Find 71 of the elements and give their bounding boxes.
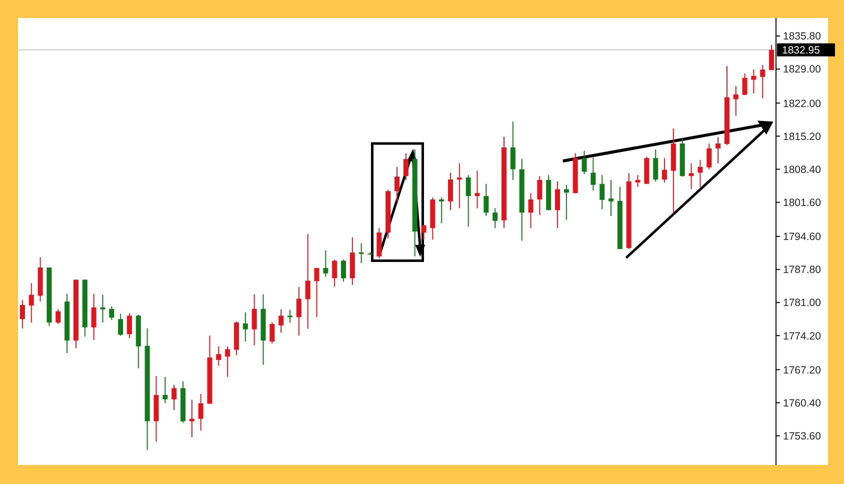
y-tick-label: 1829.00 xyxy=(783,64,822,76)
candlestick xyxy=(252,294,257,346)
candlestick xyxy=(769,44,774,71)
candlestick xyxy=(742,72,748,96)
y-tick-label: 1822.00 xyxy=(783,98,822,110)
candlestick xyxy=(600,174,605,210)
candlestick xyxy=(653,148,658,182)
candlestick xyxy=(323,250,328,278)
candlestick xyxy=(91,293,96,340)
candlestick xyxy=(198,393,204,431)
candlestick xyxy=(109,306,114,321)
ref-line-label: 1832.95 xyxy=(782,44,820,57)
candlestick xyxy=(162,376,168,404)
candlestick xyxy=(698,160,703,188)
y-tick-label: 1760.40 xyxy=(783,397,822,410)
candlestick xyxy=(305,233,310,330)
candlestick xyxy=(340,259,346,282)
candlestick xyxy=(456,162,462,209)
candlestick xyxy=(555,180,560,229)
candlestick xyxy=(394,166,400,202)
y-tick-label: 1801.60 xyxy=(783,197,822,210)
candlestick xyxy=(635,174,640,188)
candlestick xyxy=(270,322,275,344)
y-tick-label: 1815.20 xyxy=(783,130,822,143)
candlestick xyxy=(448,172,454,211)
candlestick xyxy=(118,313,124,336)
candlestick xyxy=(751,69,756,94)
y-tick-label: 1787.80 xyxy=(783,264,822,276)
candlestick xyxy=(100,294,106,323)
candlestick xyxy=(688,162,694,190)
candlestick xyxy=(314,268,320,318)
candlestick xyxy=(466,174,471,228)
candlestick xyxy=(474,170,480,209)
candlestick xyxy=(242,312,248,342)
candlestick xyxy=(582,150,587,175)
candlestick xyxy=(716,136,721,164)
candlestick xyxy=(439,196,444,224)
candlestick xyxy=(492,208,498,229)
candlestick xyxy=(662,158,668,183)
candlestick xyxy=(760,64,766,99)
y-tick-label: 1774.20 xyxy=(783,330,822,342)
candlestick xyxy=(56,308,61,324)
candlestick xyxy=(20,300,25,329)
candlestick xyxy=(126,312,132,339)
candlestick xyxy=(510,121,516,180)
candlestick xyxy=(608,179,614,216)
y-tick-label: 1767.20 xyxy=(783,364,822,376)
candlestick xyxy=(287,309,292,323)
candlestick xyxy=(332,259,338,287)
candlestick xyxy=(225,346,230,378)
candlestick xyxy=(376,228,382,259)
candlestick xyxy=(278,308,284,334)
candlestick xyxy=(296,286,302,336)
candlestick xyxy=(537,176,542,216)
candlestick xyxy=(590,157,596,192)
y-tick-label: 1808.40 xyxy=(783,164,822,176)
y-tick-label: 1753.60 xyxy=(783,430,822,442)
candlestick xyxy=(172,384,177,411)
candlestick xyxy=(733,86,738,116)
y-tick-label: 1794.60 xyxy=(783,231,822,244)
candlestick xyxy=(706,142,712,170)
candlestick xyxy=(421,224,426,240)
candlestick xyxy=(484,183,489,216)
candlestick xyxy=(216,346,222,366)
candlestick xyxy=(358,242,364,264)
y-tick-label: 1781.00 xyxy=(783,297,822,310)
candlestick xyxy=(403,152,408,180)
candlestick xyxy=(564,184,569,220)
candlestick xyxy=(528,192,534,229)
y-tick-label: 1835.80 xyxy=(783,30,822,43)
candlestick xyxy=(28,282,34,323)
